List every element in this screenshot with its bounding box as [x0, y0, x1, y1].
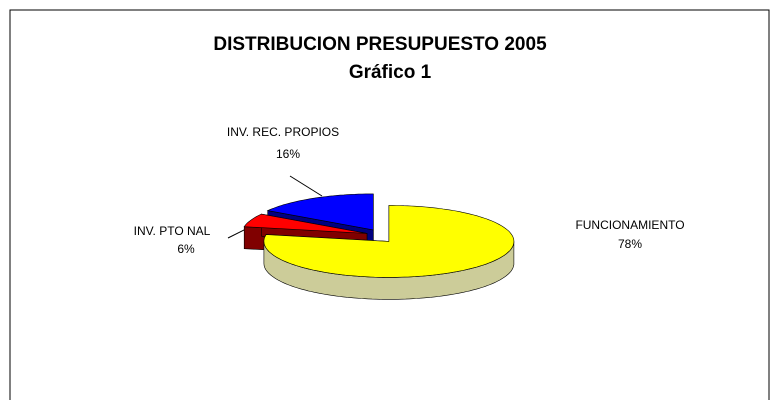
slice [263, 205, 515, 278]
slice-value-label: 16% [276, 147, 300, 161]
leader-line [289, 175, 323, 197]
chart-subtitle: Gráfico 1 [349, 62, 432, 83]
slice-label: FUNCIONAMIENTO [575, 218, 684, 232]
slice-label: INV. REC. PROPIOS [227, 125, 339, 139]
chart-title: DISTRIBUCION PRESUPUESTO 2005 [213, 34, 547, 55]
slice-label: INV. PTO NAL [134, 224, 211, 238]
chart-frame [9, 9, 770, 400]
slice-value-label: 6% [177, 242, 195, 256]
slice [243, 213, 368, 234]
slice-value-label: 78% [618, 237, 642, 251]
slice [266, 193, 374, 231]
